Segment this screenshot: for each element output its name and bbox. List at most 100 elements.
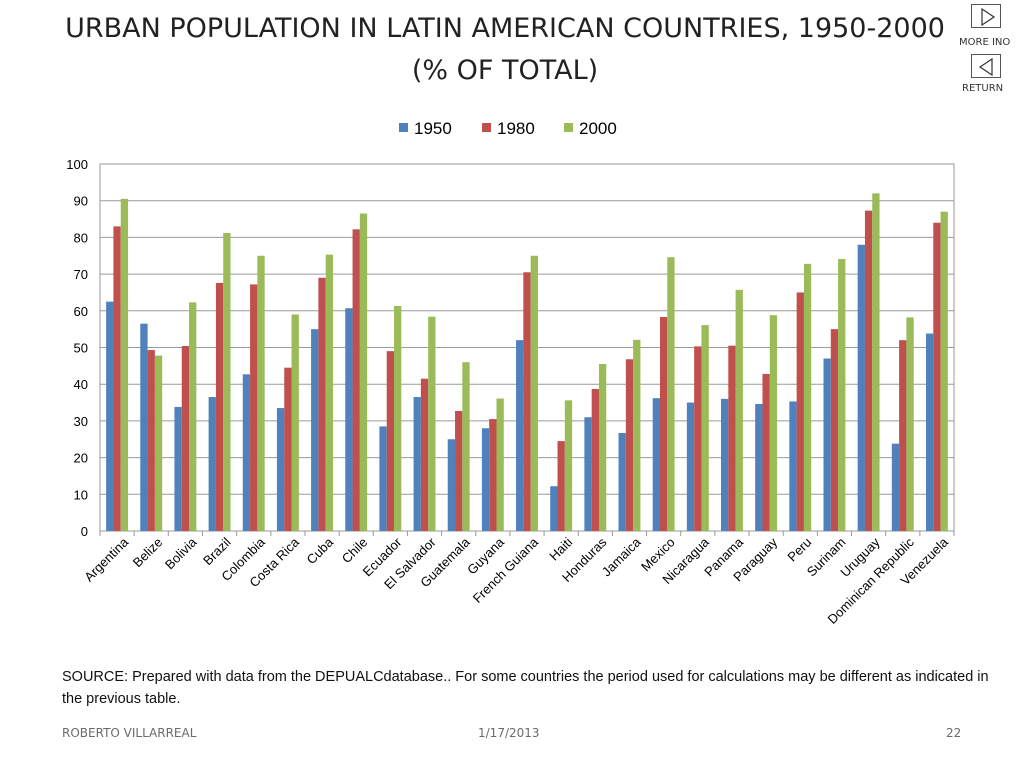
- bar: [557, 441, 565, 531]
- legend-label: 1980: [497, 119, 535, 138]
- y-tick-label: 100: [66, 157, 88, 172]
- bar: [352, 229, 360, 532]
- bar: [735, 289, 743, 531]
- title-line-2: (% OF TOTAL): [411, 55, 599, 86]
- bar: [564, 400, 573, 531]
- bar: [428, 316, 436, 531]
- y-tick-label: 10: [74, 487, 88, 502]
- bar: [223, 232, 231, 531]
- bar: [803, 263, 812, 531]
- bar: [489, 419, 497, 531]
- bar: [154, 355, 163, 531]
- bar: [823, 358, 831, 531]
- x-tick-label: Haiti: [546, 534, 575, 563]
- title-line-1: URBAN POPULATION IN LATIN AMERICAN COUNT…: [65, 13, 945, 44]
- bar: [359, 213, 368, 532]
- bar: [789, 401, 797, 531]
- x-tick-label: Belize: [130, 535, 166, 571]
- bar: [830, 329, 839, 531]
- legend-label: 2000: [579, 119, 617, 138]
- play-back-icon: [978, 57, 993, 77]
- more-info-label: MORE INO: [959, 37, 1011, 48]
- return-button[interactable]: [971, 54, 1001, 78]
- y-tick-label: 80: [74, 230, 88, 245]
- bar: [872, 193, 880, 532]
- bar: [257, 255, 265, 531]
- bar: [120, 198, 129, 532]
- source-note: SOURCE: Prepared with data from the DEPU…: [62, 669, 989, 707]
- bar: [633, 339, 641, 531]
- legend-swatch: [399, 123, 408, 132]
- x-tick-label: Chile: [339, 535, 371, 567]
- bar: [755, 404, 763, 531]
- bar: [250, 284, 258, 531]
- bar: [891, 443, 900, 531]
- bar: [291, 314, 299, 531]
- legend-swatch: [564, 123, 573, 132]
- bar: [379, 426, 387, 531]
- bar: [147, 350, 155, 531]
- slide-title: URBAN POPULATION IN LATIN AMERICAN COUNT…: [40, 8, 970, 92]
- y-tick-label: 70: [74, 267, 88, 282]
- bar: [701, 325, 709, 531]
- bar: [276, 408, 285, 531]
- bar: [550, 486, 558, 531]
- bar: [796, 292, 804, 531]
- bar: [686, 402, 695, 531]
- bar: [598, 364, 607, 531]
- play-forward-icon: [981, 7, 996, 27]
- legend-swatch: [482, 123, 491, 132]
- bar: [215, 282, 224, 531]
- bar: [386, 351, 395, 531]
- bar: [769, 315, 778, 531]
- y-tick-label: 90: [74, 194, 88, 209]
- footer-page-number: 22: [946, 726, 962, 740]
- bar: [311, 329, 319, 531]
- bar: [667, 257, 675, 531]
- return-label: RETURN: [962, 83, 1004, 94]
- bar: [208, 397, 216, 531]
- bar: [906, 317, 914, 531]
- x-tick-label: Cuba: [304, 534, 337, 567]
- bar: [618, 433, 626, 531]
- bar: [762, 373, 770, 531]
- y-tick-label: 40: [74, 377, 88, 392]
- bar: [516, 340, 524, 531]
- bar: [140, 323, 148, 531]
- bar: [447, 439, 456, 531]
- bar: [523, 272, 531, 531]
- bar: [838, 259, 846, 531]
- bar: [940, 211, 948, 531]
- x-tick-label: Argentina: [81, 534, 132, 585]
- bar: [420, 378, 429, 531]
- bar: [318, 277, 326, 531]
- legend-label: 1950: [414, 119, 452, 138]
- y-tick-label: 20: [74, 451, 88, 466]
- y-tick-label: 0: [81, 524, 88, 539]
- bar: [242, 374, 251, 531]
- footer-date: 1/17/2013: [478, 726, 540, 740]
- bar: [174, 406, 182, 531]
- bar: [721, 398, 729, 531]
- footer-author: ROBERTO VILLARREAL: [62, 726, 197, 740]
- bar-chart: 0 10 20 30 40 50 60 70 80 90 100 ArgentinaBelizeBol…: [66, 119, 955, 627]
- more-info-button[interactable]: [971, 4, 1001, 28]
- bar: [345, 308, 353, 531]
- bar: [659, 317, 668, 531]
- bar: [496, 398, 504, 531]
- bar: [728, 345, 736, 531]
- bar: [899, 340, 907, 531]
- bar: [584, 417, 592, 531]
- x-tick-label: Jamaica: [599, 534, 644, 579]
- bar: [455, 410, 463, 531]
- bar: [113, 226, 121, 531]
- bar: [652, 398, 660, 531]
- bar: [591, 388, 599, 531]
- bar: [857, 244, 865, 532]
- bar: [481, 428, 490, 531]
- bar: [694, 346, 702, 531]
- bar: [284, 367, 292, 531]
- bar: [413, 397, 421, 531]
- bar: [925, 333, 934, 531]
- y-tick-label: 60: [74, 304, 88, 319]
